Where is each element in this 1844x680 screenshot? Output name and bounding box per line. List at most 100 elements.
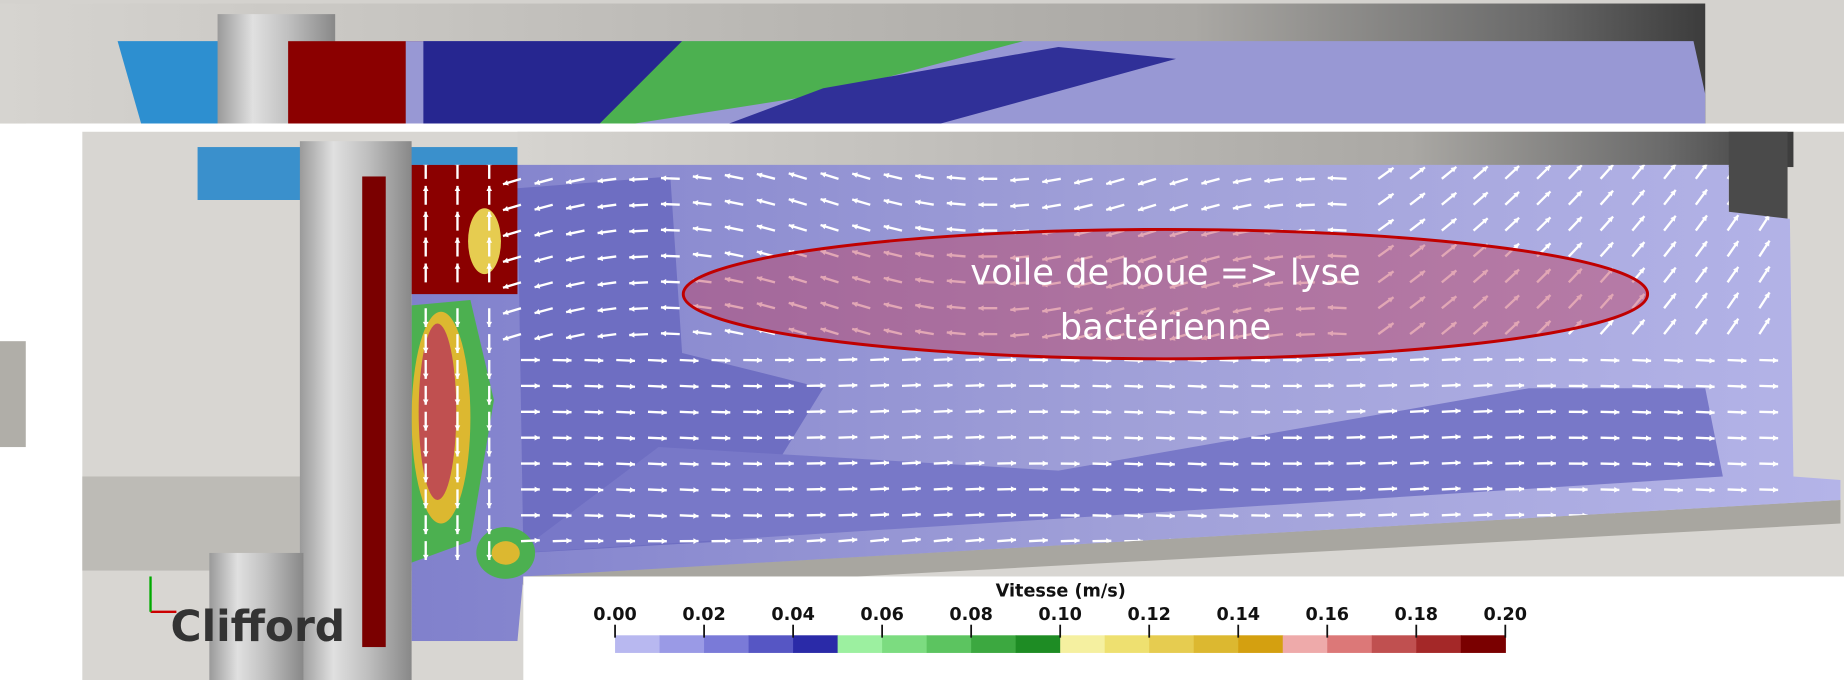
vector-head — [852, 486, 858, 492]
vector-head — [725, 409, 731, 416]
vector-head — [661, 383, 667, 390]
vector-head — [883, 537, 889, 543]
vector-head — [979, 434, 985, 440]
vector-head — [566, 486, 572, 493]
vector-head — [1232, 230, 1239, 237]
vector-head — [1106, 538, 1112, 544]
vector-head — [978, 305, 984, 312]
vector-head — [1042, 178, 1048, 184]
vector-head — [820, 434, 826, 441]
vector-head — [1614, 435, 1620, 441]
vector-head — [820, 486, 826, 492]
vector-head — [1450, 270, 1457, 276]
vector-head — [1455, 434, 1461, 440]
vector-head — [502, 309, 509, 315]
vector-head — [1677, 461, 1683, 468]
vector-head — [534, 231, 541, 237]
vector-head — [1764, 266, 1770, 273]
colorbar-segment — [793, 635, 839, 653]
vector-head — [1042, 383, 1048, 389]
vector-head — [1074, 486, 1080, 493]
vector-head — [502, 205, 509, 212]
vector-head — [946, 200, 953, 207]
vector-head — [1201, 383, 1207, 390]
vector-head — [1264, 255, 1270, 262]
vector-head — [1233, 409, 1239, 416]
vector-head — [1137, 513, 1144, 519]
vector-head — [1741, 409, 1747, 416]
vector-head — [1391, 356, 1398, 363]
vector-head — [660, 175, 667, 182]
annotation-line: voile de boue => lyse — [970, 253, 1360, 294]
vector-head — [1138, 180, 1144, 186]
vector-head — [1138, 283, 1144, 290]
vector-head — [883, 356, 890, 363]
vector-head — [534, 383, 540, 389]
vector-head — [629, 538, 636, 544]
vector-head — [1232, 308, 1239, 314]
vector-head — [1701, 189, 1708, 196]
vector-head — [1042, 204, 1048, 210]
vector-head — [1137, 409, 1144, 416]
colorbar-segment — [1460, 635, 1506, 653]
vector-head — [883, 224, 890, 231]
vector-head — [454, 237, 461, 243]
vector-head — [915, 511, 921, 518]
vector-head — [915, 303, 921, 309]
colorbar-tick-label: 0.14 — [1216, 605, 1259, 625]
vector-head — [915, 199, 921, 206]
vector-head — [1010, 434, 1017, 441]
vector-head — [915, 485, 921, 492]
vector-head — [1010, 460, 1017, 467]
colorbar-tick-label: 0.18 — [1395, 605, 1438, 625]
vector-head — [1391, 486, 1398, 492]
vector-head — [1638, 293, 1645, 300]
vector-head — [1201, 231, 1208, 237]
vector-head — [883, 382, 890, 389]
vector-head — [947, 511, 953, 518]
vector-head — [1328, 434, 1334, 441]
vector-head — [1733, 292, 1739, 299]
vector-head — [1544, 165, 1551, 172]
vector-head — [422, 373, 429, 379]
vector-head — [1638, 267, 1645, 274]
vector-head — [1387, 245, 1394, 251]
vector-head — [422, 554, 429, 560]
vector-head — [422, 425, 429, 431]
vector-head — [1391, 408, 1398, 414]
column — [209, 552, 304, 680]
vector-head — [566, 178, 572, 185]
vector-head — [1419, 270, 1425, 277]
vector-head — [1296, 460, 1302, 467]
vector-head — [486, 263, 493, 269]
vector-head — [1677, 409, 1683, 416]
vector-head — [597, 255, 604, 262]
vector-head — [1607, 190, 1614, 197]
vector-head — [947, 434, 953, 440]
colorbar-segment — [1193, 635, 1239, 653]
vector-head — [1709, 487, 1715, 493]
vector-head — [1296, 357, 1302, 363]
vector-head — [486, 425, 493, 431]
colorbar-segment — [1327, 635, 1373, 653]
highlight-ellipse — [681, 227, 1650, 361]
vector-head — [725, 357, 731, 364]
vector-head — [693, 513, 699, 519]
vector-head — [788, 223, 795, 230]
vector-head — [1772, 435, 1779, 441]
vector-head — [598, 357, 604, 364]
vector-head — [852, 301, 858, 308]
vector-head — [1360, 408, 1366, 415]
vector-head — [1518, 460, 1525, 466]
colorbar-segment — [1371, 635, 1417, 653]
vector-head — [486, 554, 493, 560]
colorbar-segment — [1060, 635, 1106, 653]
vector-head — [1387, 219, 1394, 225]
vector-head — [1487, 486, 1493, 492]
vector-head — [724, 328, 731, 335]
vector-head — [1487, 511, 1493, 518]
colorbar-tick-label: 0.12 — [1127, 605, 1170, 625]
vector-head — [852, 408, 858, 415]
vector-head — [820, 223, 827, 230]
